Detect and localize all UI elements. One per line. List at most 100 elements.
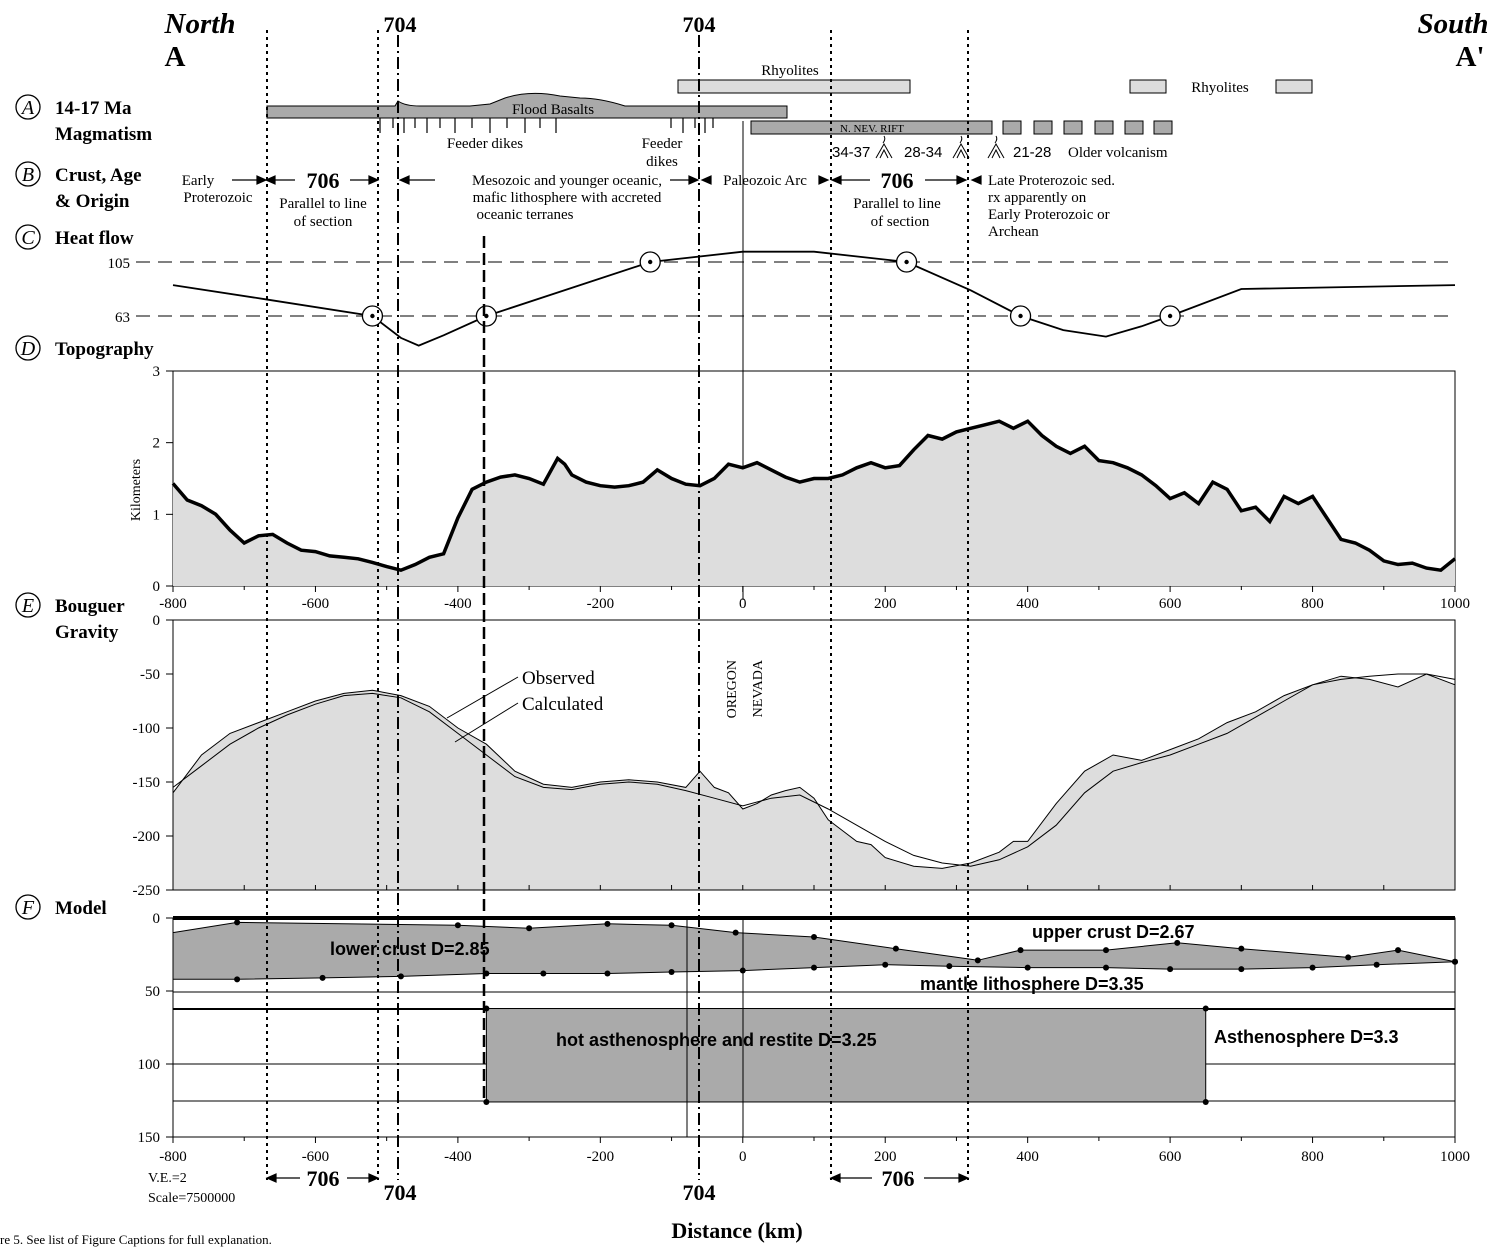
rhyolites-right-label: Rhyolites (1191, 80, 1249, 96)
model-vertex-dot (1017, 947, 1024, 954)
panel-e-title2: Gravity (55, 622, 119, 643)
model-vertex-dot (1238, 945, 1245, 952)
early-prot-line2: Proterozoic (183, 190, 252, 206)
model-vertex-dot (1174, 939, 1181, 946)
model-vertex-dot (1373, 961, 1380, 968)
model-vertex-dot (1309, 964, 1316, 971)
heatflow-ref-63-label: 63 (115, 310, 130, 326)
model-vertex-dot (234, 976, 241, 983)
feeder-dikes-2-line2: dikes (646, 154, 678, 170)
rhyolites-label: Rhyolites (761, 63, 819, 79)
panel-f-title1: Model (55, 898, 107, 919)
topography-line (171, 419, 1457, 573)
model-vertex-dot (892, 945, 899, 952)
observed-label: Observed (522, 668, 595, 689)
panel-d-title: D Topography (15, 335, 154, 361)
model-vertex-dot (1024, 964, 1031, 971)
model-vertex-dot (1103, 964, 1110, 971)
ve-label: V.E.=2 (148, 1171, 187, 1186)
topo-x-tick-label: 0 (739, 596, 747, 612)
model-axes: 0 50 100 150 -800 -600 -400 -200 0 200 400 600 800 10… (138, 911, 1471, 1165)
nevada-label: NEVADA (751, 659, 766, 717)
nnev-rift-label: N. NEV. RIFT (840, 123, 904, 135)
topo-y-tick-label: 3 (153, 364, 161, 380)
label-704-top-right: 704 (683, 12, 716, 37)
a-prime-label: A' (1456, 41, 1485, 73)
panel-a-title: A 14-17 Ma Magmatism (15, 94, 152, 145)
hot-asthenosphere-block (485, 1008, 1207, 1103)
topo-x-tick-label: -200 (587, 596, 615, 612)
model-y-tick-label: 150 (138, 1130, 161, 1146)
model-vertex-dot (668, 969, 675, 976)
panel-b-letter: B (22, 164, 34, 186)
model-x-tick-label: 400 (1016, 1149, 1039, 1165)
topo-x-tick-label: 200 (874, 596, 897, 612)
calculated-leader (454, 702, 519, 743)
rhyolites-right-bar-1 (1129, 79, 1167, 94)
model-vertex-dot (1238, 966, 1245, 973)
heatflow-ref-105-label: 105 (108, 256, 131, 272)
panel-f-letter: F (21, 897, 35, 919)
panel-c-letter: C (21, 227, 35, 249)
label-706-bottom-right: 706 (882, 1166, 915, 1191)
north-label: North (164, 8, 236, 40)
label-706-right: 706 (881, 168, 914, 193)
label-706-left: 706 (307, 168, 340, 193)
mesozoic-line3: oceanic terranes (476, 207, 573, 223)
feeder-dikes-2-line1: Feeder (642, 136, 683, 152)
parallel-right-line1: Parallel to line (853, 196, 941, 212)
late-prot-line2: rx apparently on (988, 190, 1087, 206)
upper-crust-label: upper crust D=2.67 (1032, 922, 1195, 942)
model-vertex-dots (234, 919, 1458, 1105)
model-vertex-dot (1202, 1005, 1209, 1012)
panel-a-title1: 14-17 Ma (55, 98, 132, 119)
south-label: South (1418, 8, 1489, 40)
gravity-observed-area (172, 673, 1456, 891)
x-axis-title: Distance (km) (671, 1218, 802, 1243)
gravity-y-tick-label: -100 (133, 721, 161, 737)
panel-e-title1: Bouguer (55, 596, 125, 617)
model-vertex-dot (1103, 947, 1110, 954)
topo-y-tick-label: 2 (153, 436, 161, 452)
model-x-tick-label: 0 (739, 1149, 747, 1165)
crust-arrows (232, 175, 982, 185)
topo-x-tick-label: 800 (1301, 596, 1324, 612)
feeder-dike-ticks (379, 118, 714, 133)
model-vertex-dot (604, 920, 611, 927)
panel-b-title: B Crust, Age & Origin (15, 161, 142, 212)
model-y-tick-label: 100 (138, 1057, 161, 1073)
volcanism-21-28: 21-28 (1013, 144, 1051, 161)
gravity-y-tick-label: 0 (153, 613, 161, 629)
model-vertex-dot (454, 922, 461, 929)
model-x-tick-label: -400 (444, 1149, 472, 1165)
parallel-left-line1: Parallel to line (279, 196, 367, 212)
model-vertex-dot (882, 961, 889, 968)
panel-d-title1: Topography (55, 339, 154, 360)
observed-leader (446, 676, 519, 719)
model-vertex-dot (974, 957, 981, 964)
model-vertex-dot (668, 922, 675, 929)
rift-segments (1002, 120, 1173, 135)
topo-x-tick-label: -600 (302, 596, 330, 612)
topo-x-tick-label: -800 (159, 596, 187, 612)
early-prot-line1: Early (182, 173, 215, 189)
reference-lines (266, 30, 969, 1180)
model-x-tick-label: 600 (1159, 1149, 1182, 1165)
topography-axes: -800 -600 -400 -200 0 200 400 600 800 1000 0 1 2 3 (153, 364, 1471, 612)
heatflow-marker (639, 251, 661, 273)
panel-b-title1: Crust, Age (55, 165, 142, 186)
label-704-bottom-left: 704 (384, 1180, 417, 1205)
panel-a-letter: A (20, 97, 35, 119)
topo-x-tick-label: 600 (1159, 596, 1182, 612)
rhyolites-bar (677, 79, 911, 94)
gravity-calculated-line (172, 673, 1456, 867)
figure-caption: re 5. See list of Figure Captions for fu… (0, 1232, 272, 1247)
model-vertex-dot (604, 970, 611, 977)
model-vertex-dot (1167, 966, 1174, 973)
heatflow-marker (361, 305, 384, 327)
model-y-tick-label: 50 (145, 984, 160, 1000)
late-prot-line3: Early Proterozoic or (988, 207, 1110, 223)
topo-x-tick-label: -400 (444, 596, 472, 612)
heatflow-curve (172, 250, 1456, 347)
